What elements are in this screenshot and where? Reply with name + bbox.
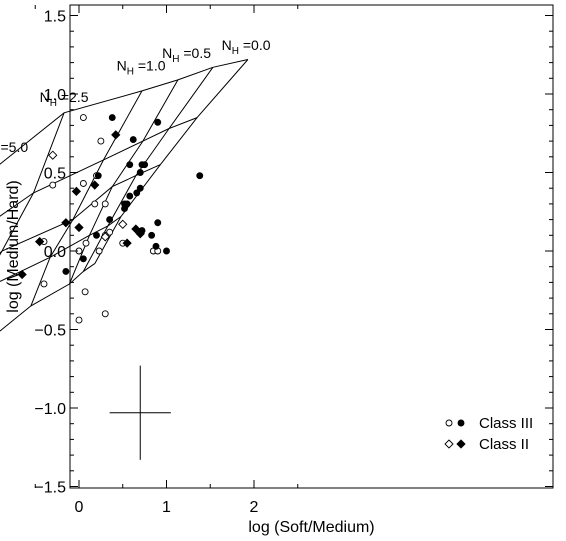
class-iii-filled-point <box>163 247 170 255</box>
y-tick-label: 0.0 <box>44 244 66 261</box>
annotation-value: =2.5 <box>57 89 89 105</box>
annotation-symbol: N <box>40 89 50 105</box>
grid-annotation: NH =0.0 <box>222 37 271 57</box>
x-tick-label: 1 <box>162 499 171 516</box>
y-tick-label: 1.0 <box>44 87 66 104</box>
class-iii-open-point <box>91 200 99 208</box>
grid-annotation: NH =2.5 <box>40 89 89 109</box>
y-axis-label: log (Medium/Hard) <box>5 180 22 312</box>
class-iii-filled-point <box>126 161 134 169</box>
class-iii-filled-point <box>152 242 160 250</box>
class-iii-filled-point <box>148 231 156 239</box>
class-ii-filled-point <box>90 180 100 190</box>
legend-open-marker <box>444 439 454 449</box>
legend: Class III Class II <box>444 415 533 453</box>
class-iii-open-point <box>79 180 87 187</box>
data-points <box>17 114 204 324</box>
legend-open-marker <box>445 419 453 427</box>
axes: −3−2−1012−1.5−1.0−0.50.00.51.01.5 <box>0 5 553 516</box>
class-iii-filled-point <box>121 205 128 213</box>
y-tick-label: −0.5 <box>34 323 66 340</box>
x-tick-label: −1 <box>0 499 1 516</box>
x-tick-label: 2 <box>250 499 259 516</box>
annotation-value: =0.0 <box>239 37 271 53</box>
grid-annotation: NH =0.5 <box>162 45 211 65</box>
class-iii-filled-point <box>129 136 137 143</box>
annotation-subscript: H <box>50 98 57 109</box>
class-ii-open-point <box>118 219 128 229</box>
class-iii-filled-point <box>136 169 144 176</box>
nh-line-2.5 <box>30 90 143 307</box>
class-iii-open-point <box>49 181 57 189</box>
error-bar <box>109 365 171 460</box>
class-iii-filled-point <box>108 114 116 122</box>
class-iii-filled-point <box>62 267 70 275</box>
class-iii-open-point <box>101 200 109 208</box>
grid-annotation: NH =5.0 <box>0 139 28 159</box>
y-tick-label: 0.5 <box>44 166 66 183</box>
y-tick-label: −1.0 <box>34 401 66 418</box>
legend-filled-marker <box>456 439 466 449</box>
annotation-value: =1.0 <box>134 57 166 73</box>
class-ii-filled-point <box>61 218 71 228</box>
annotation-value: =0.5 <box>179 45 211 61</box>
class-iii-filled-point <box>154 219 162 227</box>
grid-annotation: NH =1.0 <box>117 57 166 77</box>
kt-line-6.8 <box>0 263 96 332</box>
kt-line-0.5 <box>0 59 249 165</box>
grid-annotations: NH =0.0NH =0.5NH =1.0NH =2.5NH =5.0NH =1… <box>0 37 271 159</box>
class-iii-open-point <box>101 310 109 318</box>
class-iii-open-point <box>95 247 103 255</box>
legend-label: Class II <box>479 436 529 453</box>
annotation-subscript: H <box>127 66 134 77</box>
class-ii-filled-point <box>122 238 132 248</box>
class-iii-filled-point <box>133 189 141 197</box>
annotation-value: =5.0 <box>0 139 28 155</box>
class-ii-filled-point <box>74 222 84 233</box>
class-iii-open-point <box>79 114 87 122</box>
class-iii-open-point <box>40 280 48 288</box>
class-iii-filled-point <box>196 172 204 180</box>
class-iii-filled-point <box>93 231 100 239</box>
class-ii-filled-point <box>131 224 141 234</box>
class-iii-filled-point <box>106 216 114 224</box>
x-tick-label: 0 <box>75 499 84 516</box>
annotation-subscript: H <box>172 54 179 65</box>
annotation-subscript: H <box>232 46 239 57</box>
class-ii-filled-point <box>34 236 45 247</box>
class-iii-open-point <box>97 137 105 145</box>
legend-label: Class III <box>479 415 533 432</box>
class-ii-open-point <box>100 232 110 242</box>
class-iii-open-point <box>82 239 90 247</box>
annotation-symbol: N <box>222 37 232 53</box>
kt-line-0.9 <box>0 117 198 217</box>
legend-filled-marker <box>457 419 465 427</box>
class-ii-filled-point <box>71 186 82 196</box>
class-iii-open-point <box>75 316 83 324</box>
nh-line-0.0 <box>94 59 249 264</box>
class-iii-filled-point <box>94 172 102 180</box>
class-iii-filled-point <box>79 255 87 263</box>
class-iii-filled-point <box>154 118 162 126</box>
class-iii-filled-point <box>136 184 144 192</box>
annotation-symbol: N <box>117 57 127 73</box>
annotation-symbol: N <box>162 45 172 61</box>
class-ii-filled-point <box>111 130 121 140</box>
class-ii-filled-point <box>135 229 145 239</box>
class-iii-open-point <box>81 288 89 296</box>
y-tick-label: 1.5 <box>44 9 66 26</box>
model-grid <box>0 59 249 332</box>
class-iii-filled-point <box>126 192 134 200</box>
y-tick-label: −1.5 <box>34 480 66 497</box>
class-ii-open-point <box>48 150 58 160</box>
plot-frame <box>69 4 554 489</box>
class-ii-filled-point <box>17 269 27 280</box>
class-iii-filled-point <box>141 161 149 169</box>
nh-line-0.5 <box>82 67 214 272</box>
x-axis-label: log (Soft/Medium) <box>248 519 374 536</box>
